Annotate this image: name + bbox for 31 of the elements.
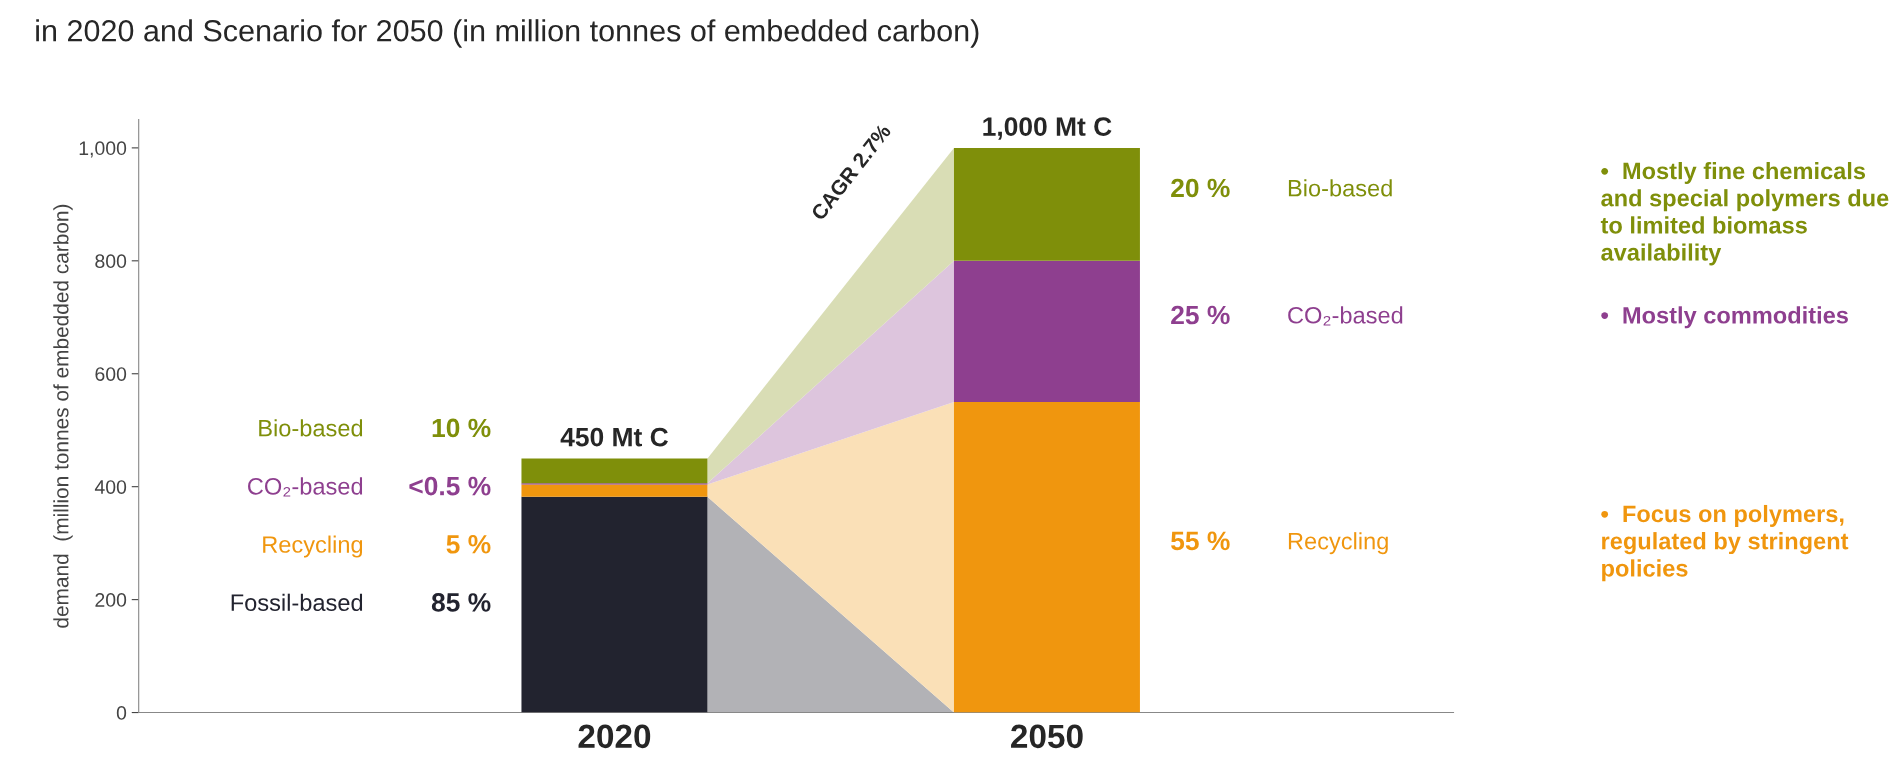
annotation: <0.5 %: [409, 476, 491, 496]
annotation: 25 %: [1171, 305, 1230, 325]
y-axis-title: demand (million tonnes of embedded carbon): [53, 204, 73, 628]
total-label: 450 Mt C: [560, 427, 668, 447]
bar: [521, 458, 708, 484]
y-tick-label: 800: [95, 254, 127, 269]
text: Fossil-based: [231, 593, 363, 612]
annotation: 85 %: [431, 593, 491, 612]
annotation: 55 %: [1171, 531, 1230, 551]
x-tick-label: 2020: [578, 724, 651, 749]
text: Bio-based: [259, 419, 363, 437]
annotation: 10 %: [432, 418, 491, 438]
chart-title: in 2020 and Scenario for 2050 (in million tonnes of embedded carbon): [36, 19, 979, 48]
total-label: 1,000 Mt C: [983, 117, 1112, 140]
y-tick-label: 400: [94, 480, 127, 494]
annotation: 5 %: [446, 535, 491, 554]
y-tick-label: 0: [116, 706, 127, 720]
text: • Mostly fine chemicals and special polymers due to limited biomass availability: [1600, 162, 1889, 266]
text: CO₂-based: [248, 477, 363, 497]
y-tick-label: 600: [95, 367, 127, 381]
y-tick-label: 200: [95, 593, 127, 607]
text: Bio-based: [1288, 179, 1392, 197]
x-tick-label: 2050: [1011, 724, 1083, 749]
text: Recycling: [263, 535, 363, 558]
y-tick-label: 1,000: [79, 141, 127, 158]
text: Recycling: [1288, 532, 1388, 555]
text: • Focus on polymers, regulated by stringent policies: [1601, 504, 1849, 582]
text: CO₂-based: [1288, 306, 1403, 326]
annotation: 20 %: [1171, 178, 1230, 198]
bar: [521, 484, 708, 497]
text: • Mostly commodities: [1601, 306, 1848, 329]
